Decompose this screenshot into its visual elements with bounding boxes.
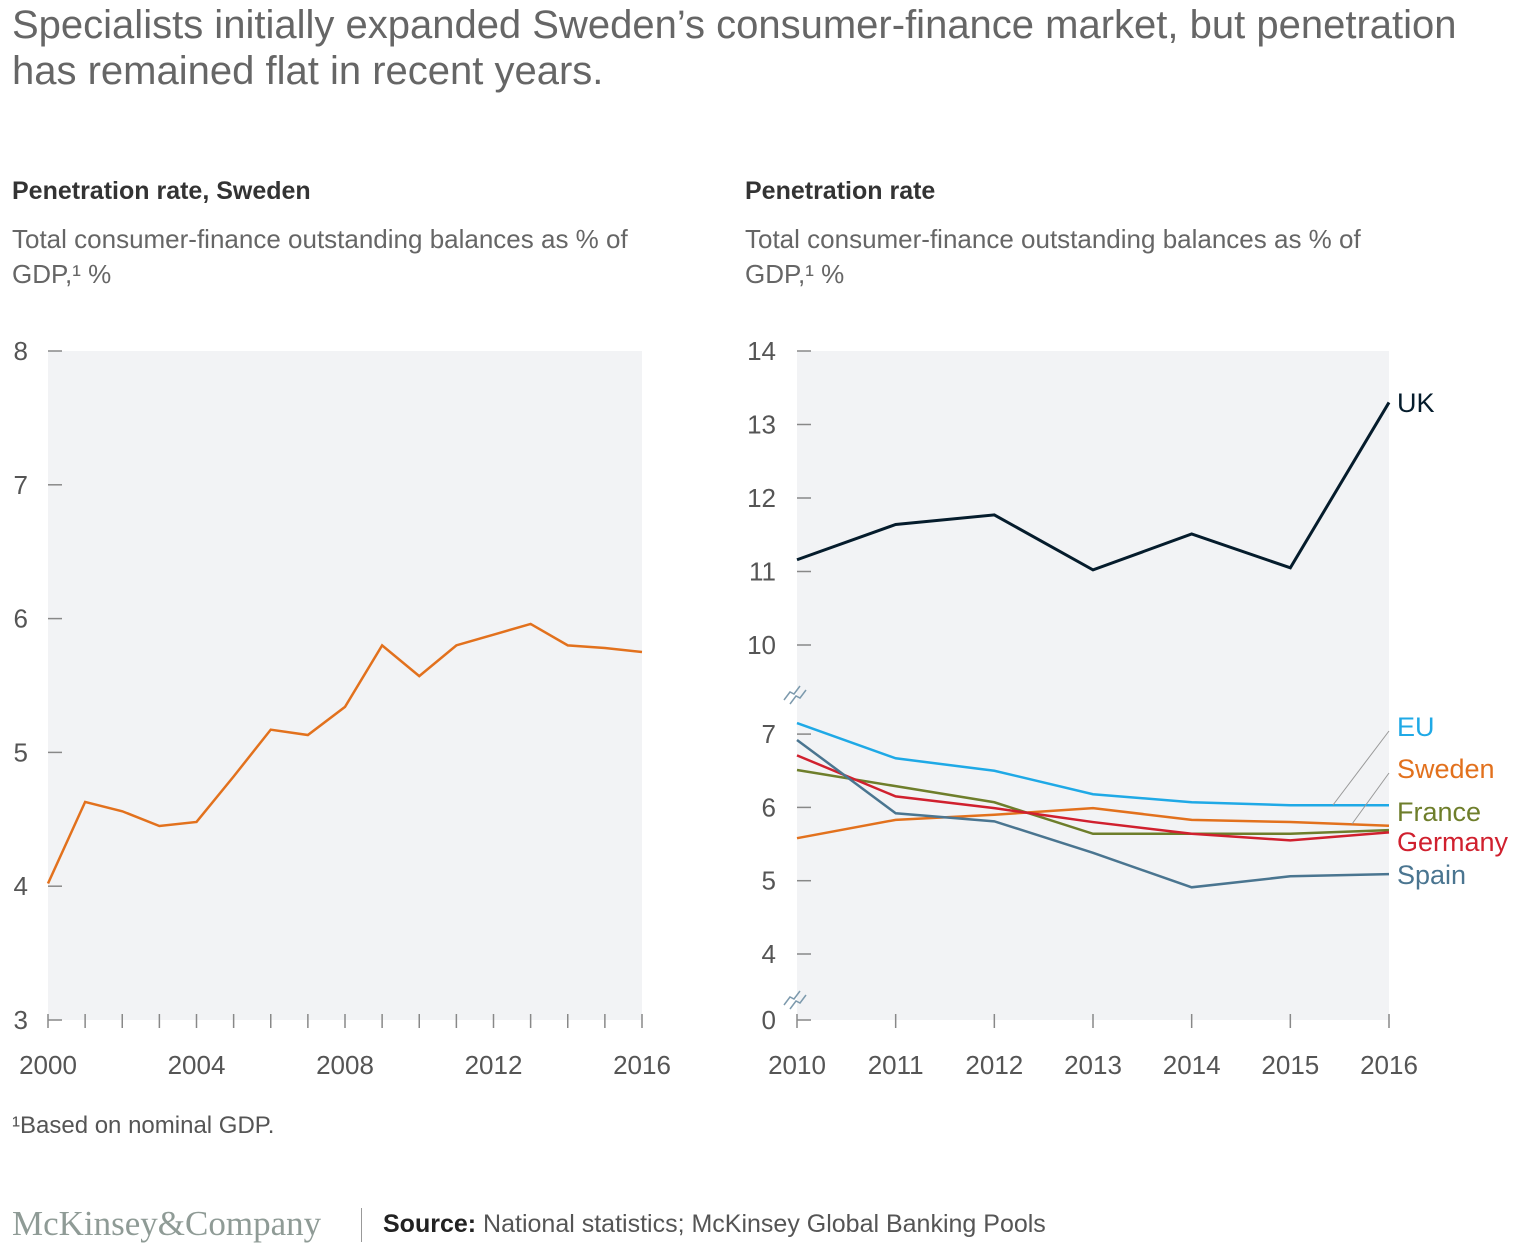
x-tick-label: 2000 <box>19 1050 77 1080</box>
x-tick-label: 2016 <box>1360 1050 1418 1080</box>
france-label: France <box>1397 797 1481 827</box>
axis-break-icon <box>783 685 801 701</box>
source-text: National statistics; McKinsey Global Ban… <box>483 1210 1046 1238</box>
right-chart-title: Penetration rate <box>745 177 936 205</box>
y-tick-label: 0 <box>762 1005 776 1035</box>
spain-label: Spain <box>1397 860 1466 890</box>
x-tick-label: 2011 <box>868 1050 924 1080</box>
sweden-line <box>46 622 643 885</box>
x-tick-label: 2015 <box>1261 1050 1319 1080</box>
y-tick-label: 5 <box>14 737 28 767</box>
uk-line <box>796 401 1391 572</box>
brand-logo: McKinsey&Company <box>12 1204 322 1243</box>
x-tick-label: 2014 <box>1163 1050 1221 1080</box>
france-line <box>796 768 1390 836</box>
axis-break-icon <box>789 994 807 1010</box>
left-plot-area <box>48 351 642 1020</box>
x-tick-label: 2012 <box>965 1050 1023 1080</box>
y-tick-label: 5 <box>762 866 776 896</box>
left-chart-title: Penetration rate, Sweden <box>12 177 311 205</box>
footer-divider <box>361 1208 362 1242</box>
y-tick-label: 12 <box>747 483 776 513</box>
y-tick-label: 6 <box>762 792 776 822</box>
left-chart-subtitle: Total consumer-finance outstanding balan… <box>12 224 628 289</box>
x-tick-label: 2012 <box>465 1050 523 1080</box>
source-note: Source: National statistics; McKinsey Gl… <box>383 1210 1046 1239</box>
x-tick-label: 2004 <box>168 1050 226 1080</box>
eu-label: EU <box>1397 712 1435 742</box>
x-tick-label: 2010 <box>768 1050 826 1080</box>
y-tick-label: 3 <box>14 1005 28 1035</box>
spain-line <box>796 738 1390 889</box>
page-title: Specialists initially expanded Sweden’s … <box>12 3 1457 93</box>
germany-line <box>796 754 1390 842</box>
axis-break-icon <box>789 689 807 705</box>
x-tick-label: 2008 <box>316 1050 374 1080</box>
uk-label: UK <box>1397 388 1435 418</box>
footnote: ¹Based on nominal GDP. <box>12 1112 275 1139</box>
germany-label: Germany <box>1397 827 1509 857</box>
y-tick-label: 4 <box>762 939 776 969</box>
eu-leader-line <box>1332 730 1390 806</box>
y-tick-label: 6 <box>14 604 28 634</box>
sweden-label: Sweden <box>1397 754 1495 784</box>
y-tick-label: 7 <box>762 719 776 749</box>
right-chart-subtitle: Total consumer-finance outstanding balan… <box>745 224 1361 289</box>
y-tick-label: 13 <box>747 410 776 440</box>
x-tick-label: 2013 <box>1064 1050 1122 1080</box>
y-tick-label: 10 <box>747 630 776 660</box>
y-tick-label: 7 <box>14 470 28 500</box>
axis-break-icon <box>783 990 801 1006</box>
y-tick-label: 11 <box>749 557 776 587</box>
y-tick-label: 4 <box>14 871 28 901</box>
y-tick-label: 14 <box>747 336 776 366</box>
eu-line <box>796 721 1389 807</box>
x-tick-label: 2016 <box>613 1050 671 1080</box>
y-tick-label: 8 <box>14 336 28 366</box>
source-label: Source: <box>383 1210 477 1238</box>
sweden-leader-line <box>1351 772 1390 825</box>
sweden-line <box>796 806 1390 840</box>
right-plot-area <box>797 351 1389 1020</box>
